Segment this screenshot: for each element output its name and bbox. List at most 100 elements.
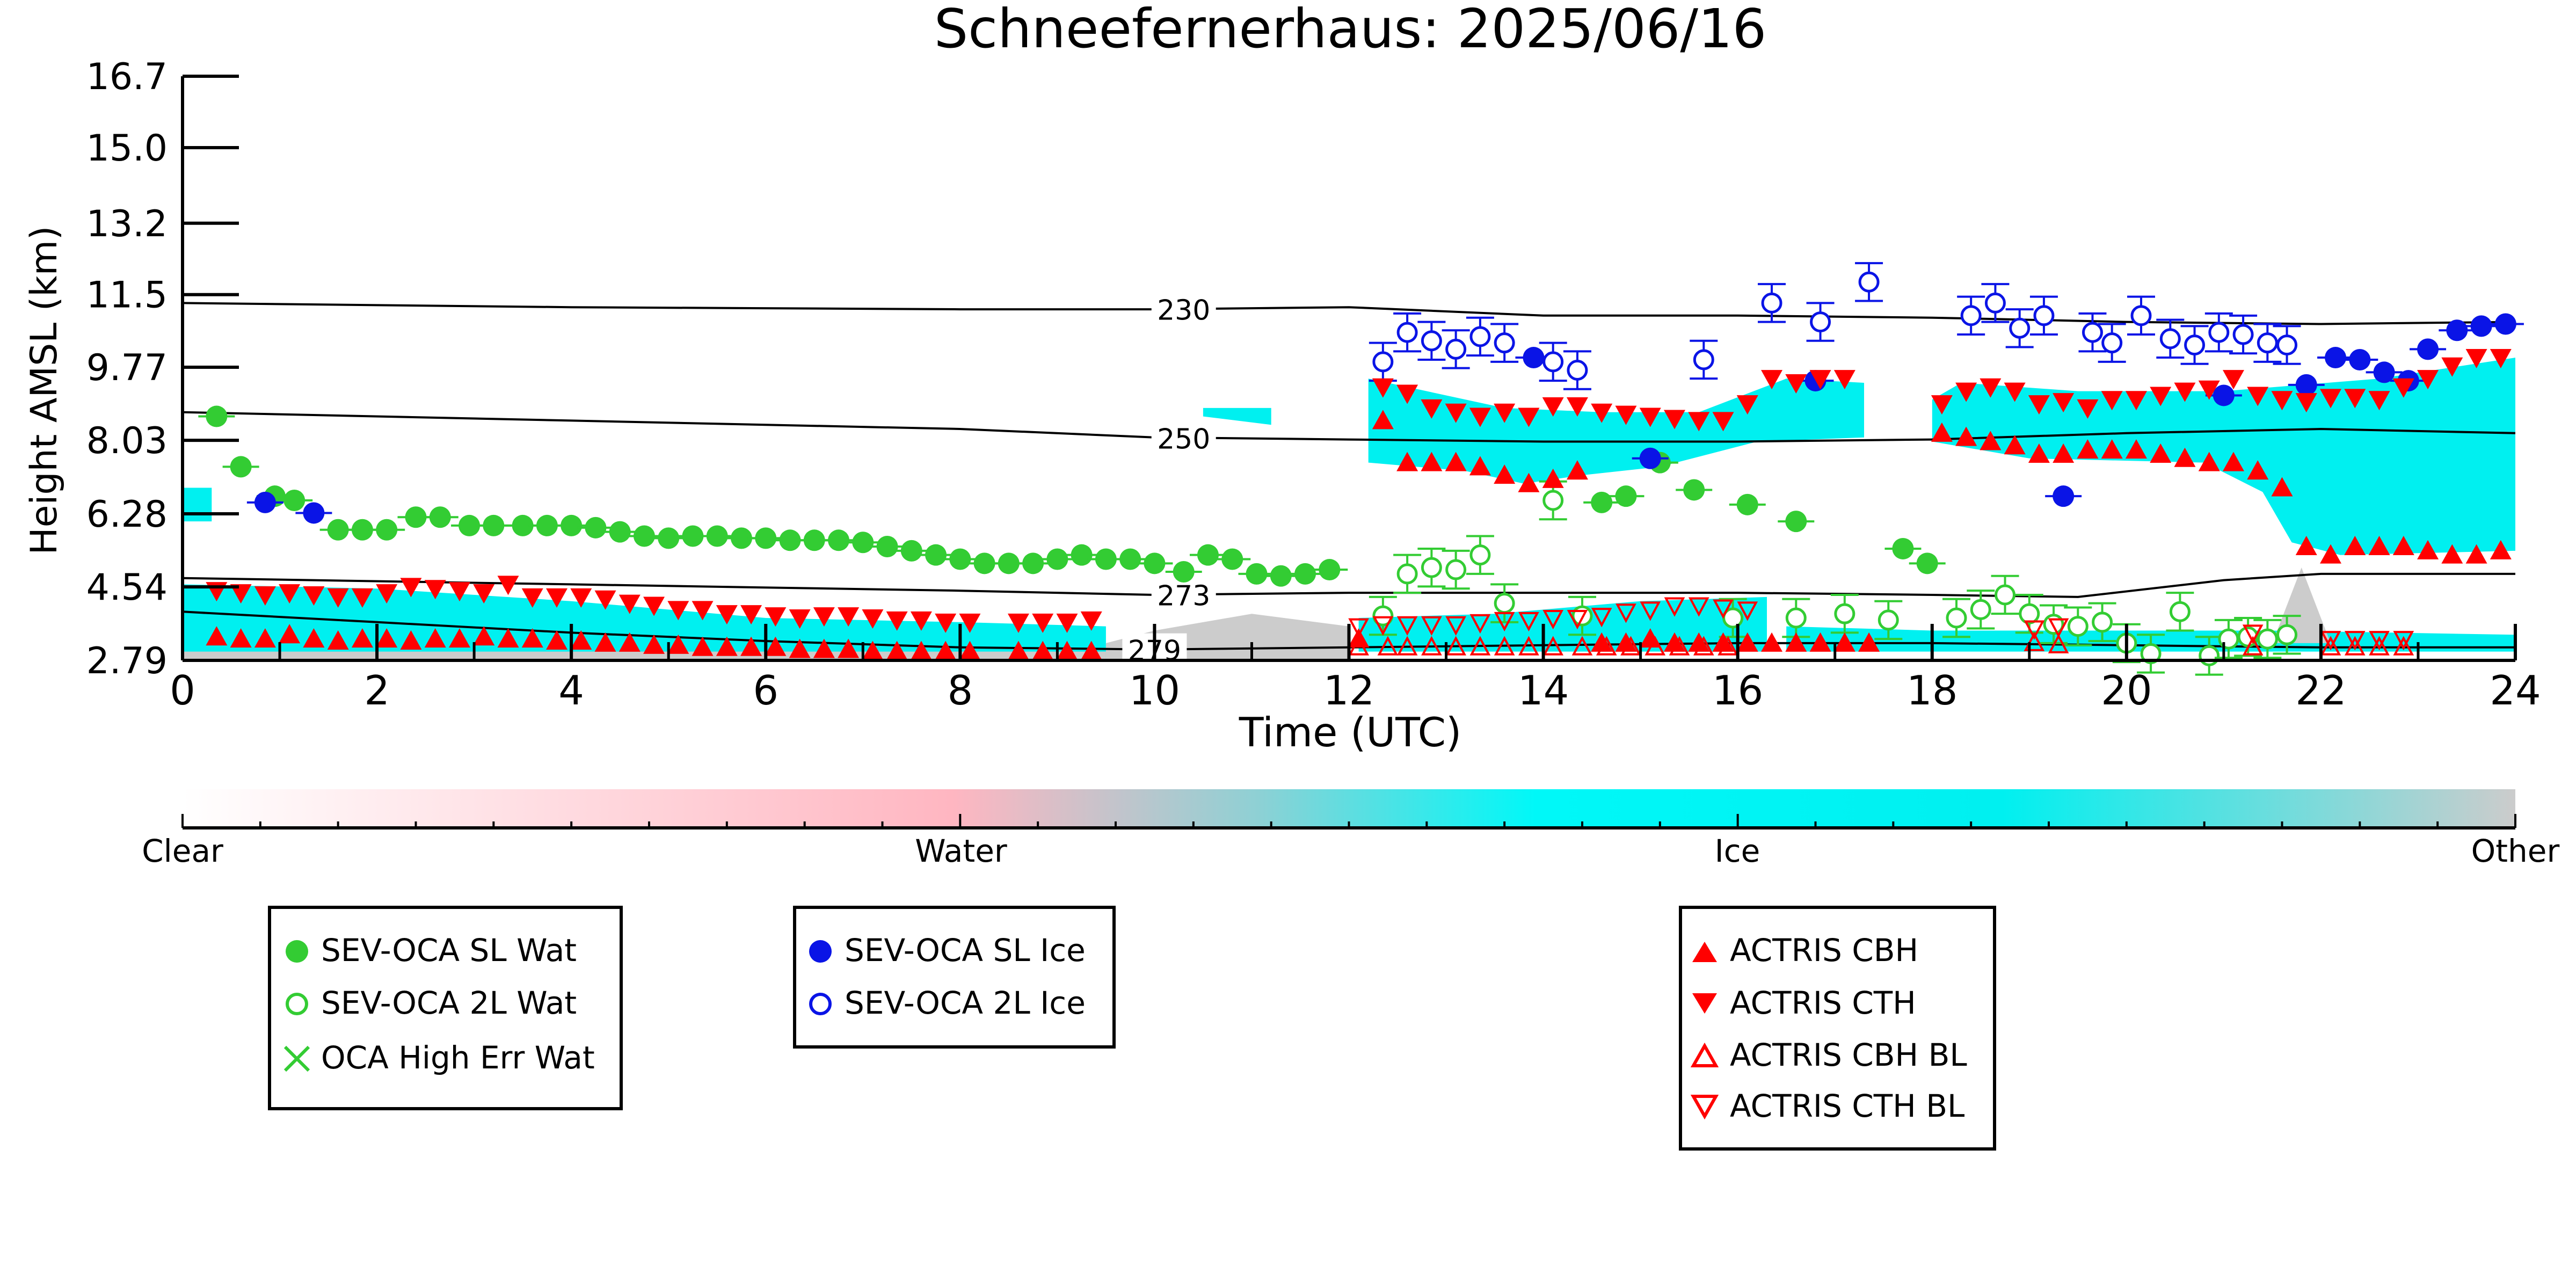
sev-oca-2l-ice-point bbox=[2130, 305, 2152, 326]
sev-oca-sl-wat-point bbox=[1892, 537, 1914, 559]
actris-cbh-point bbox=[740, 636, 762, 656]
actris-cbh-point bbox=[2053, 443, 2075, 463]
actris-cth-bl-point bbox=[1737, 601, 1758, 621]
actris-cbh-bl-point bbox=[1542, 636, 1564, 656]
sev-oca-sl-wat-point bbox=[1221, 548, 1243, 570]
actris-cbh-bl-point bbox=[2242, 636, 2264, 656]
sev-oca-sl-wat-point bbox=[1916, 552, 1938, 574]
sev-oca-sl-wat-point bbox=[561, 514, 583, 536]
cloud-ice-afternoon bbox=[1368, 379, 1864, 484]
actris-cth-point bbox=[838, 607, 860, 627]
actris-cth-point bbox=[594, 590, 616, 610]
sev-oca-sl-wat-point bbox=[682, 525, 704, 547]
actris-cbh-point bbox=[279, 624, 301, 644]
actris-cth-bl-point bbox=[1518, 612, 1539, 632]
actris-cth-point bbox=[1518, 407, 1540, 427]
actris-cth-point bbox=[789, 609, 811, 629]
actris-cth-point bbox=[618, 594, 641, 614]
actris-cth-point bbox=[716, 605, 738, 625]
contour-label-bg-230 bbox=[1151, 293, 1216, 325]
actris-cth-bl-point bbox=[1664, 597, 1685, 617]
sev-oca-sl-wat-point bbox=[512, 514, 534, 536]
legend-water: SEV-OCA SL Wat SEV-OCA 2L Wat OCA High E… bbox=[268, 906, 623, 1110]
actris-cbh-point bbox=[1469, 456, 1491, 476]
actris-cbh-point bbox=[2295, 536, 2317, 556]
actris-cbh-point bbox=[2344, 536, 2366, 556]
actris-cbh-point bbox=[2150, 443, 2172, 463]
legend-label-cth-bl: ACTRIS CTH BL bbox=[1730, 1088, 1964, 1124]
actris-cth-point bbox=[546, 588, 568, 608]
actris-cth-point bbox=[2320, 389, 2342, 409]
contour-line-230 bbox=[182, 302, 2516, 325]
actris-cbh-point bbox=[667, 634, 689, 654]
actris-cth-bl-point bbox=[1469, 614, 1491, 634]
sev-oca-sl-wat-point bbox=[483, 514, 505, 536]
sev-oca-2l-wat-point bbox=[2169, 601, 2191, 622]
contour-label-273: 273 bbox=[1157, 580, 1210, 612]
sev-oca-sl-wat-point bbox=[998, 552, 1020, 574]
actris-cbh-point bbox=[1080, 641, 1102, 660]
actris-cth-point bbox=[910, 611, 932, 631]
cloud-mask-layer bbox=[183, 358, 2515, 660]
sev-oca-2l-wat-point bbox=[2140, 643, 2162, 664]
y-tick-label: 15.0 bbox=[86, 127, 168, 170]
actris-cbh-point bbox=[2465, 544, 2487, 564]
legend-water-frame bbox=[268, 906, 623, 1110]
actris-cbh-point bbox=[1663, 632, 1685, 652]
actris-cbh-bl-point bbox=[1469, 636, 1491, 656]
sev-oca-2l-ice-point bbox=[1469, 326, 1491, 347]
sev-oca-2l-wat-point bbox=[2092, 612, 2113, 633]
sev-oca-sl-wat-point bbox=[1270, 565, 1292, 587]
actris-cbh-bl-point bbox=[1718, 636, 1738, 656]
sev-oca-sl-wat-point bbox=[803, 529, 825, 551]
sev-oca-sl-wat-point bbox=[1022, 552, 1044, 574]
actris-cth-point bbox=[303, 586, 325, 606]
actris-cbh-point bbox=[2247, 460, 2269, 480]
sev-oca-2l-ice-point bbox=[2101, 332, 2123, 354]
actris-cth-point bbox=[1931, 395, 1953, 415]
actris-cbh-point bbox=[813, 638, 835, 658]
sev-oca-sl-wat-point bbox=[536, 514, 558, 536]
actris-cth-bl-point bbox=[1616, 603, 1636, 623]
actris-cbh-point bbox=[448, 628, 470, 648]
actris-cth-bl-point bbox=[1494, 612, 1515, 632]
actris-cth-point bbox=[570, 588, 592, 608]
sev-oca-sl-wat-point bbox=[1046, 548, 1068, 570]
actris-cbh-point bbox=[1372, 410, 1394, 430]
actris-cbh-bl-point bbox=[2048, 634, 2069, 653]
legend-marker-sl-ice bbox=[809, 940, 832, 963]
actris-cth-point bbox=[2441, 357, 2463, 377]
sev-oca-sl-ice-point bbox=[2053, 485, 2075, 507]
actris-cth-point bbox=[1396, 384, 1418, 404]
sev-oca-sl-ice-point bbox=[2325, 347, 2347, 369]
actris-cth-point bbox=[2392, 378, 2414, 398]
actris-cbh-point bbox=[862, 641, 884, 660]
sev-oca-sl-wat-point bbox=[1119, 548, 1141, 570]
sev-oca-sl-ice-point bbox=[2295, 374, 2317, 396]
sev-oca-2l-wat-point bbox=[1995, 584, 2016, 606]
sev-oca-2l-ice-point bbox=[2276, 334, 2298, 356]
contour-label-250: 250 bbox=[1157, 423, 1210, 455]
actris-cth-point bbox=[521, 588, 543, 608]
sev-oca-2l-wat-point bbox=[1372, 605, 1394, 627]
x-tick-label: 4 bbox=[558, 667, 584, 714]
sev-oca-sl-wat-point bbox=[1591, 491, 1613, 513]
sev-oca-sl-wat-point bbox=[327, 519, 349, 541]
actris-cbh-point bbox=[2271, 477, 2293, 497]
legend-label-cbh: ACTRIS CBH bbox=[1730, 932, 1918, 969]
colorbar-ticks bbox=[181, 814, 2516, 829]
legend-label-sl-ice: SEV-OCA SL Ice bbox=[845, 932, 1086, 969]
legend-actris-frame bbox=[1679, 906, 1996, 1151]
actris-cth-point bbox=[813, 607, 835, 627]
actris-cth-point bbox=[1591, 403, 1613, 423]
contour-label-230: 230 bbox=[1157, 295, 1210, 327]
actris-cth-point bbox=[692, 601, 714, 621]
actris-cth-point bbox=[1566, 397, 1588, 417]
y-tick-label: 16.7 bbox=[86, 56, 168, 98]
actris-cbh-point bbox=[2174, 447, 2196, 467]
sev-oca-sl-wat-point bbox=[1294, 563, 1316, 585]
actris-cbh-point bbox=[935, 641, 957, 660]
actris-cbh-bl-point bbox=[2024, 631, 2045, 651]
sev-oca-sl-wat-point bbox=[925, 544, 947, 566]
sev-oca-2l-ice-point bbox=[1421, 330, 1442, 352]
